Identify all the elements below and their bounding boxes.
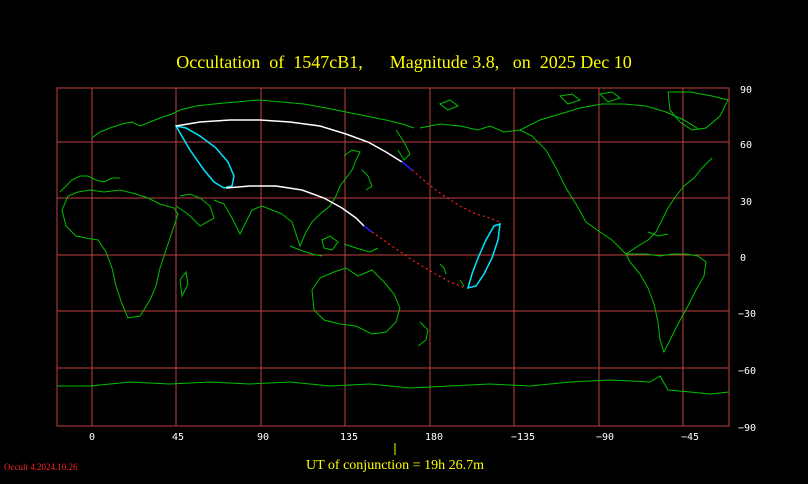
longitude-label: 135	[340, 432, 358, 443]
north-path-dotted	[411, 169, 501, 223]
occultation-limit-curves	[174, 124, 501, 290]
longitude-label: −135	[511, 432, 535, 443]
asia-limit-curve	[174, 124, 235, 189]
north-path-line	[175, 119, 403, 163]
longitude-label: 0	[89, 432, 95, 443]
south-path-night	[363, 225, 373, 233]
latitude-label: −90	[738, 423, 756, 434]
occultation-path-dotted	[371, 169, 501, 289]
software-version: Occult 4.2024.10.26	[4, 462, 78, 472]
occultation-path-night	[363, 161, 413, 233]
coastlines	[57, 91, 730, 395]
latitude-label: 60	[740, 140, 752, 151]
longitude-label: −90	[596, 432, 614, 443]
latitude-label: −60	[738, 366, 756, 377]
longitude-label: −45	[681, 432, 699, 443]
north-path-night	[401, 161, 413, 171]
latitude-label: 30	[740, 197, 752, 208]
pacific-limit-curve	[466, 222, 501, 290]
conjunction-time: UT of conjunction = 19h 26.7m	[306, 458, 484, 473]
longitude-label: 180	[425, 432, 443, 443]
south-path-dotted	[371, 231, 467, 289]
latitude-label: −30	[738, 309, 756, 320]
map-frame	[56, 87, 730, 427]
occultation-path-daylight	[175, 119, 403, 227]
latitude-label: 90	[740, 85, 752, 96]
south-path-line	[225, 185, 365, 227]
longitude-gridlines	[91, 88, 684, 426]
latitude-label: 0	[740, 253, 746, 264]
longitude-label: 90	[257, 432, 269, 443]
longitude-label: 45	[172, 432, 184, 443]
latitude-gridlines	[57, 141, 729, 369]
map-title: Occultation of 1547cB1, Magnitude 3.8, o…	[176, 52, 632, 72]
